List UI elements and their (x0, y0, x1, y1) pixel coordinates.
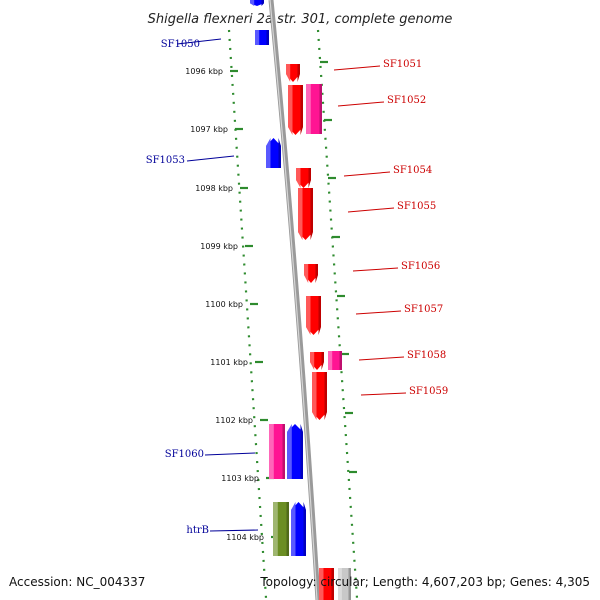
gene-feature-arrow[interactable] (250, 0, 264, 6)
gene-feature-arrow[interactable] (273, 502, 289, 556)
gene-labels: SF1050 SF1051 SF1052 SF1053 SF1054 SF1055 SF10… (146, 38, 448, 536)
scale-tick-label: 1096 kbp (185, 67, 223, 76)
gene-feature-arrow[interactable] (287, 424, 303, 479)
gene-feature-arrow[interactable] (306, 84, 322, 134)
gene-feature-arrow[interactable] (286, 64, 300, 82)
gene-feature-arrow[interactable] (319, 568, 334, 600)
gene-feature-arrow[interactable] (338, 568, 351, 600)
scale-tick-label: 1103 kbp (221, 474, 259, 483)
gene-label-leader-line (209, 529, 259, 532)
gene-feature-arrow[interactable] (304, 264, 318, 283)
gene-label[interactable]: SF1051 (383, 59, 422, 70)
gene-label[interactable]: SF1054 (393, 165, 432, 176)
gene-label-leader-line (355, 310, 402, 315)
gene-label-leader-line (352, 267, 399, 272)
scale-tick-label: 1098 kbp (195, 184, 233, 193)
scale-tick-label: 1101 kbp (210, 358, 248, 367)
gene-feature-arrow[interactable] (310, 352, 324, 370)
gene-feature-arrow[interactable] (328, 351, 342, 370)
scale-tick-label: 1104 kbp (226, 533, 264, 542)
gene-feature-arrow[interactable] (288, 85, 303, 135)
gene-label-leader-line (176, 38, 222, 45)
scale-tick-label: 1099 kbp (200, 242, 238, 251)
gene-feature-arrow[interactable] (255, 30, 269, 45)
gene-label[interactable]: SF1055 (397, 201, 436, 212)
gene-label[interactable]: SF1053 (146, 155, 185, 166)
scale-tick-label: 1097 kbp (190, 125, 228, 134)
backbone (268, 0, 321, 600)
dotted-track-right (316, 29, 359, 599)
gene-label[interactable]: htrB (186, 525, 209, 536)
gene-features (250, 0, 351, 600)
gene-feature-arrow[interactable] (306, 296, 321, 335)
gene-label-leader-line (186, 155, 235, 162)
gene-label[interactable]: SF1056 (401, 261, 440, 272)
gene-label-leader-line (360, 392, 407, 396)
gene-label-leader-line (333, 65, 381, 71)
scale-ticks: 1096 kbp 1097 kbp 1098 kbp 1099 kbp 1100 kbp… (185, 60, 357, 542)
genome-summary-text: Topology: circular; Length: 4,607,203 bp… (259, 575, 590, 589)
gene-feature-arrow[interactable] (296, 168, 311, 188)
scale-tick-label: 1100 kbp (205, 300, 243, 309)
gene-label-leader-line (343, 171, 391, 177)
dotted-track-left (227, 29, 268, 599)
gene-label-leader-line (337, 101, 385, 107)
gene-feature-arrow[interactable] (269, 424, 285, 479)
gene-label[interactable]: SF1052 (387, 95, 426, 106)
gene-feature-arrow[interactable] (312, 372, 327, 420)
gene-feature-arrow[interactable] (291, 502, 306, 556)
gene-label-leader-line (358, 356, 405, 361)
gene-label[interactable]: SF1057 (404, 304, 443, 315)
gene-feature-arrow[interactable] (298, 188, 313, 240)
map-title: Shigella flexneri 2a str. 301, complete … (148, 12, 453, 27)
gene-feature-arrow[interactable] (266, 138, 281, 168)
gene-label-leader-line (204, 452, 256, 456)
scale-tick-label: 1102 kbp (215, 416, 253, 425)
gene-label-leader-line (347, 207, 395, 213)
gene-label[interactable]: SF1050 (161, 39, 200, 50)
gene-label[interactable]: SF1058 (407, 350, 446, 361)
accession-text: Accession: NC_004337 (9, 575, 145, 589)
gene-label[interactable]: SF1060 (165, 449, 204, 460)
gene-label[interactable]: SF1059 (409, 386, 448, 397)
